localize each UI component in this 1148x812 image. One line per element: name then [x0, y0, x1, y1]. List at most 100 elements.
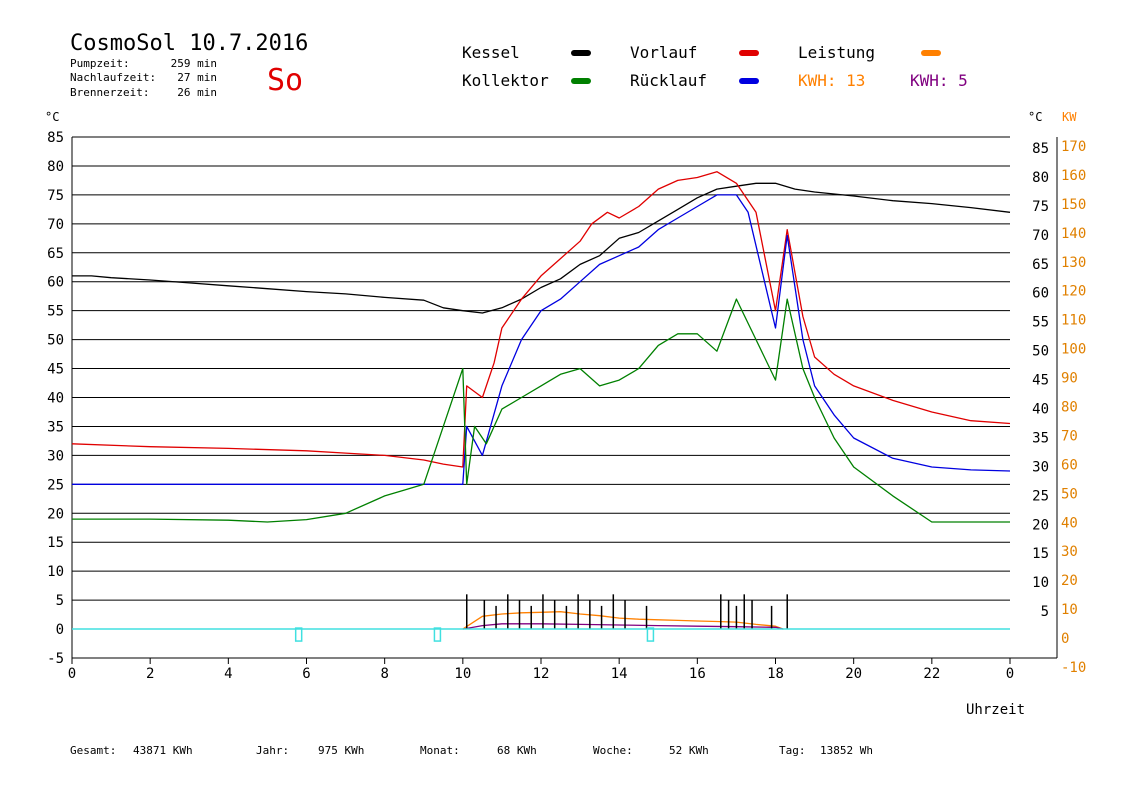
total-label: Woche: — [593, 744, 633, 757]
y-axis-right-kw: 1701601501401301201101009080706050403020… — [1061, 139, 1086, 676]
x-tick-label: 16 — [689, 666, 706, 682]
y-tick-label-right-kw: 40 — [1061, 515, 1078, 531]
y-tick-label-left: 30 — [47, 448, 64, 464]
x-tick-label: 8 — [380, 666, 388, 682]
y-tick-label-right-kw: 130 — [1061, 255, 1086, 271]
legend-label-ruecklauf: Rücklauf — [630, 71, 707, 90]
y-tick-label-right-celsius: 70 — [1032, 228, 1049, 244]
y-tick-label-right-celsius: 20 — [1032, 517, 1049, 533]
y-tick-label-left: 70 — [47, 217, 64, 233]
y-tick-label-right-kw: 100 — [1061, 342, 1086, 358]
pump-marker — [433, 627, 442, 642]
legend: Kessel Vorlauf Leistung Kollektor Rückla… — [462, 43, 968, 90]
y-left-unit: °C — [45, 110, 59, 124]
total-value: 52 KWh — [669, 744, 709, 757]
y-tick-label-left: 25 — [47, 477, 64, 493]
legend-label-kessel: Kessel — [462, 43, 520, 62]
total-value: 13852 Wh — [820, 744, 873, 757]
x-tick-label: 14 — [611, 666, 628, 682]
y-tick-label-left: 55 — [47, 304, 64, 320]
x-tick-label: 20 — [845, 666, 862, 682]
x-tick-label: 10 — [454, 666, 471, 682]
y-tick-label-right-kw: 30 — [1061, 544, 1078, 560]
y-tick-label-right-kw: 20 — [1061, 573, 1078, 589]
series-line-r-cklauf — [72, 194, 1011, 485]
info-block: Pumpzeit: 259 min Nachlaufzeit: 27 min B… — [70, 57, 217, 99]
series-line-kessel — [72, 182, 1011, 314]
y-tick-label-right-celsius: 40 — [1032, 402, 1049, 418]
series-line-leistung — [462, 611, 784, 630]
y-tick-label-right-celsius: 15 — [1032, 546, 1049, 562]
y-tick-label-right-celsius: 50 — [1032, 344, 1049, 360]
y-tick-label-right-celsius: 10 — [1032, 575, 1049, 591]
y-tick-label-left: 0 — [56, 622, 64, 638]
y-tick-label-left: 60 — [47, 275, 64, 291]
total-label: Tag: — [779, 744, 806, 757]
y-tick-label-left: 35 — [47, 419, 64, 435]
y-tick-label-right-kw: 60 — [1061, 457, 1078, 473]
total-value: 68 KWh — [497, 744, 537, 757]
y-tick-label-right-kw: 160 — [1061, 168, 1086, 184]
y-tick-label-right-kw: 170 — [1061, 139, 1086, 155]
x-tick-label: 0 — [68, 666, 76, 682]
y-tick-label-left: 10 — [47, 564, 64, 580]
burner-spikes — [465, 594, 788, 630]
y-tick-label-right-kw: 80 — [1061, 400, 1078, 416]
y-tick-label-right-kw: 0 — [1061, 631, 1069, 647]
info-label: Brennerzeit: — [70, 86, 149, 99]
info-value: 27 min — [177, 71, 217, 84]
y-right-unit-kw: KW — [1062, 110, 1077, 124]
pump-line — [72, 627, 1010, 642]
legend-label-vorlauf: Vorlauf — [630, 43, 697, 62]
x-tick-label: 22 — [923, 666, 940, 682]
x-tick-label: 18 — [767, 666, 784, 682]
pump-marker — [294, 627, 303, 642]
x-tick-label: 6 — [302, 666, 310, 682]
x-tick-label: 4 — [224, 666, 232, 682]
total-label: Jahr: — [256, 744, 289, 757]
x-axis: 0 2 4 6 8 10 12 14 16 18 20 22 0 — [68, 658, 1014, 682]
y-tick-label-left: 75 — [47, 188, 64, 204]
y-tick-label-left: -5 — [47, 651, 64, 667]
series-lines — [71, 171, 1011, 630]
kwh-label-orange: KWH: 13 — [798, 71, 865, 90]
y-tick-label-right-celsius: 5 — [1041, 604, 1049, 620]
y-tick-label-left: 80 — [47, 159, 64, 175]
y-tick-label-right-kw: 70 — [1061, 428, 1078, 444]
y-tick-label-right-celsius: 60 — [1032, 286, 1049, 302]
totals-footer: Gesamt: 43871 KWh Jahr: 975 KWh Monat: 6… — [70, 744, 873, 757]
info-label: Nachlaufzeit: — [70, 71, 156, 84]
total-label: Gesamt: — [70, 744, 116, 757]
y-tick-label-right-kw: 150 — [1061, 197, 1086, 213]
y-tick-label-left: 45 — [47, 362, 64, 378]
legend-label-kollektor: Kollektor — [462, 71, 549, 90]
legend-label-leistung: Leistung — [798, 43, 875, 62]
x-tick-label: 2 — [146, 666, 154, 682]
y-tick-label-right-kw: 10 — [1061, 602, 1078, 618]
x-axis-label: Uhrzeit — [966, 702, 1025, 718]
y-tick-label-left: 15 — [47, 535, 64, 551]
y-tick-label-left: 20 — [47, 506, 64, 522]
y-tick-label-left: 65 — [47, 246, 64, 262]
y-tick-label-right-celsius: 75 — [1032, 199, 1049, 215]
y-tick-label-right-celsius: 35 — [1032, 430, 1049, 446]
y-tick-label-right-celsius: 25 — [1032, 488, 1049, 504]
y-tick-label-right-celsius: 65 — [1032, 257, 1049, 273]
info-value: 26 min — [177, 86, 217, 99]
kwh-label-purple: KWH: 5 — [910, 71, 968, 90]
x-tick-label: 12 — [533, 666, 550, 682]
info-value: 259 min — [171, 57, 217, 70]
y-tick-label-left: 85 — [47, 130, 64, 146]
y-tick-label-right-kw: -10 — [1061, 660, 1086, 676]
x-tick-label: 0 — [1006, 666, 1014, 682]
y-tick-label-left: 40 — [47, 391, 64, 407]
y-right-unit-c: °C — [1028, 110, 1042, 124]
total-value: 975 KWh — [318, 744, 364, 757]
series-line-kwh-5 — [462, 623, 784, 630]
info-label: Pumpzeit: — [70, 57, 130, 70]
total-value: 43871 KWh — [133, 744, 193, 757]
y-tick-label-right-celsius: 85 — [1032, 141, 1049, 157]
y-tick-label-right-kw: 140 — [1061, 226, 1086, 242]
total-label: Monat: — [420, 744, 460, 757]
